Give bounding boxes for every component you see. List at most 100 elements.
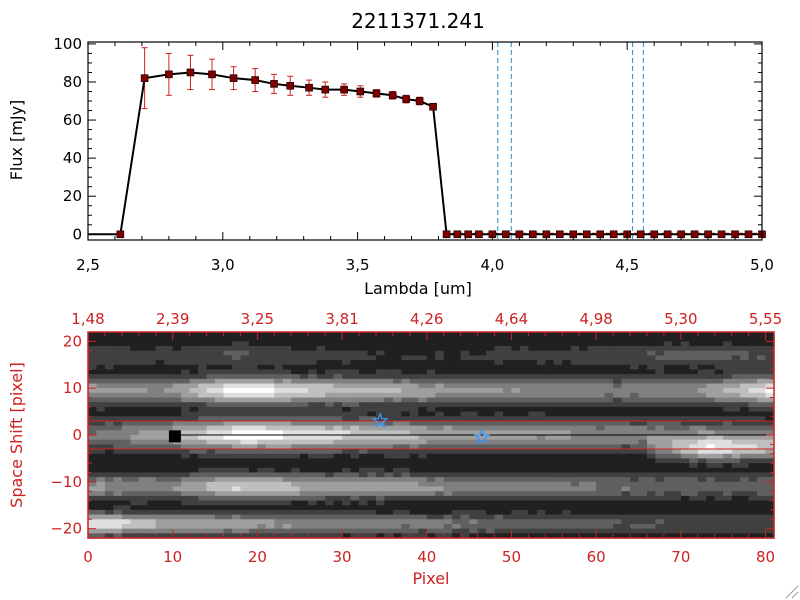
heat-cell xyxy=(460,453,470,460)
heat-cell xyxy=(181,346,191,352)
heat-cell xyxy=(401,397,411,403)
heat-cell xyxy=(181,364,191,371)
heat-cell xyxy=(274,486,284,492)
heat-cell xyxy=(96,467,106,474)
heat-cell xyxy=(740,388,750,394)
heat-cell xyxy=(536,500,546,506)
heat-cell xyxy=(172,411,182,417)
heat-cell xyxy=(96,360,106,366)
heat-cell xyxy=(706,430,716,436)
heat-cell xyxy=(248,491,258,497)
heat-cell xyxy=(740,369,750,375)
heat-cell xyxy=(418,336,428,342)
heat-cell xyxy=(672,495,682,502)
heat-cell xyxy=(367,364,377,371)
heat-cell xyxy=(155,378,165,385)
heat-cell xyxy=(333,495,343,502)
heat-cell xyxy=(409,425,419,431)
heat-cell xyxy=(714,463,724,469)
heat-cell xyxy=(638,439,648,445)
heat-cell xyxy=(206,420,216,427)
heat-cell xyxy=(181,505,191,511)
heat-cell xyxy=(206,439,216,445)
heat-cell xyxy=(96,514,106,520)
heat-cell xyxy=(604,444,614,450)
heat-cell xyxy=(164,500,174,506)
heat-cell xyxy=(342,528,352,534)
heat-cell xyxy=(350,378,360,385)
heat-cell xyxy=(367,406,377,413)
heat-cell xyxy=(172,453,182,460)
heat-cell xyxy=(621,495,631,502)
heat-cell xyxy=(443,509,453,516)
heat-cell xyxy=(680,416,690,422)
heat-cell xyxy=(570,346,580,352)
heat-cell xyxy=(240,467,250,474)
heat-cell xyxy=(519,528,529,534)
heat-cell xyxy=(655,341,665,347)
heat-cell xyxy=(638,458,648,464)
heat-cell xyxy=(536,477,546,483)
heat-cell xyxy=(401,505,411,511)
heat-cell xyxy=(596,402,606,408)
heat-cell xyxy=(359,523,369,530)
heat-cell xyxy=(240,350,250,357)
heat-cell xyxy=(452,472,462,478)
heat-cell xyxy=(596,509,606,516)
heat-cell xyxy=(350,444,360,450)
heat-cell xyxy=(562,453,572,460)
heat-cell xyxy=(596,439,606,445)
heat-cell xyxy=(333,402,343,408)
heat-cell xyxy=(570,463,580,469)
heat-cell xyxy=(316,514,326,520)
heat-cell xyxy=(375,463,386,469)
heat-cell xyxy=(680,467,690,474)
heat-cell xyxy=(359,467,369,474)
heat-cell xyxy=(494,533,504,539)
heat-cell xyxy=(121,350,131,357)
heat-cell xyxy=(460,341,470,347)
heat-cell xyxy=(435,360,445,366)
heat-cell xyxy=(409,355,419,361)
heat-cell xyxy=(706,383,716,389)
heat-cell xyxy=(418,514,428,520)
heat-cell xyxy=(384,430,394,436)
heat-cell xyxy=(697,416,707,422)
heat-cell xyxy=(613,453,623,460)
heat-cell xyxy=(223,449,233,455)
heat-cell xyxy=(248,364,258,371)
heat-cell xyxy=(401,364,411,371)
heat-cell xyxy=(494,439,504,445)
heat-cell xyxy=(231,416,242,422)
heat-cell xyxy=(579,402,589,408)
heat-cell xyxy=(206,392,216,399)
heat-cell xyxy=(638,350,648,357)
heat-cell xyxy=(731,505,741,511)
heat-cell xyxy=(308,374,318,380)
heat-cell xyxy=(502,350,513,357)
heat-cell xyxy=(452,463,462,469)
heat-cell xyxy=(189,392,199,399)
heat-cell xyxy=(257,360,267,366)
heat-cell xyxy=(519,369,529,375)
heat-cell xyxy=(663,514,673,520)
heat-cell xyxy=(765,523,775,530)
heat-cell xyxy=(570,435,580,441)
heat-cell xyxy=(130,383,140,389)
heat-cell xyxy=(181,430,191,436)
heat-cell xyxy=(359,477,369,483)
heat-cell xyxy=(477,533,487,539)
heat-cell xyxy=(155,467,165,474)
heat-cell xyxy=(731,392,741,399)
heat-cell xyxy=(663,360,673,366)
heat-cell xyxy=(206,453,216,460)
heat-cell xyxy=(342,378,352,385)
heat-cell xyxy=(613,444,623,450)
heat-cell xyxy=(655,463,665,469)
heat-cell xyxy=(265,453,275,460)
heat-cell xyxy=(460,378,470,385)
heat-cell xyxy=(435,425,445,431)
heat-cell xyxy=(511,350,521,357)
heat-cell xyxy=(223,392,233,399)
